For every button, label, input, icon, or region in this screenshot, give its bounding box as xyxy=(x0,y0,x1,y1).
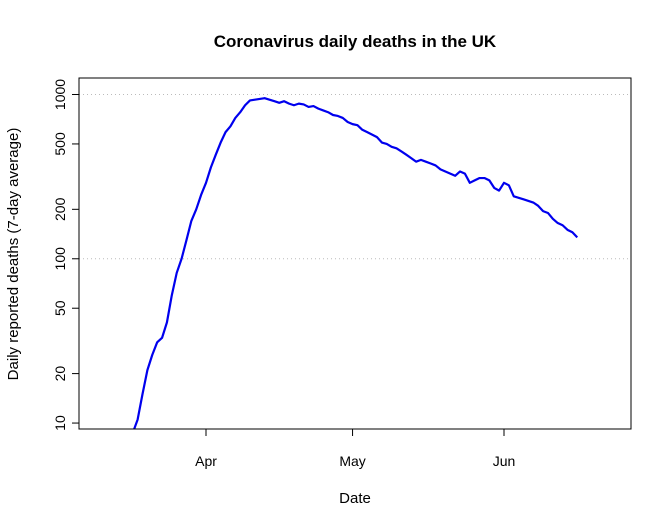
y-tick-label: 200 xyxy=(52,197,68,221)
y-tick-label: 50 xyxy=(52,300,68,316)
y-tick-label: 1000 xyxy=(52,79,68,110)
x-tick-label: May xyxy=(339,453,365,469)
y-tick-label: 10 xyxy=(52,415,68,431)
chart-title: Coronavirus daily deaths in the UK xyxy=(214,32,497,51)
x-axis-label: Date xyxy=(339,490,371,507)
y-tick-label: 20 xyxy=(52,366,68,382)
y-tick-label: 500 xyxy=(52,132,68,156)
y-axis-label: Daily reported deaths (7-day average) xyxy=(5,128,22,381)
x-tick-label: Jun xyxy=(493,453,516,469)
series-layer xyxy=(133,97,579,429)
x-tick-label: Apr xyxy=(195,453,217,469)
gridlines xyxy=(79,93,631,260)
y-tick-label: 100 xyxy=(52,247,68,271)
series-line xyxy=(133,97,579,429)
axis-ticks: 10 20 50 100 200 500 1000 Apr May Jun xyxy=(52,79,515,469)
plot-frame xyxy=(78,77,632,430)
